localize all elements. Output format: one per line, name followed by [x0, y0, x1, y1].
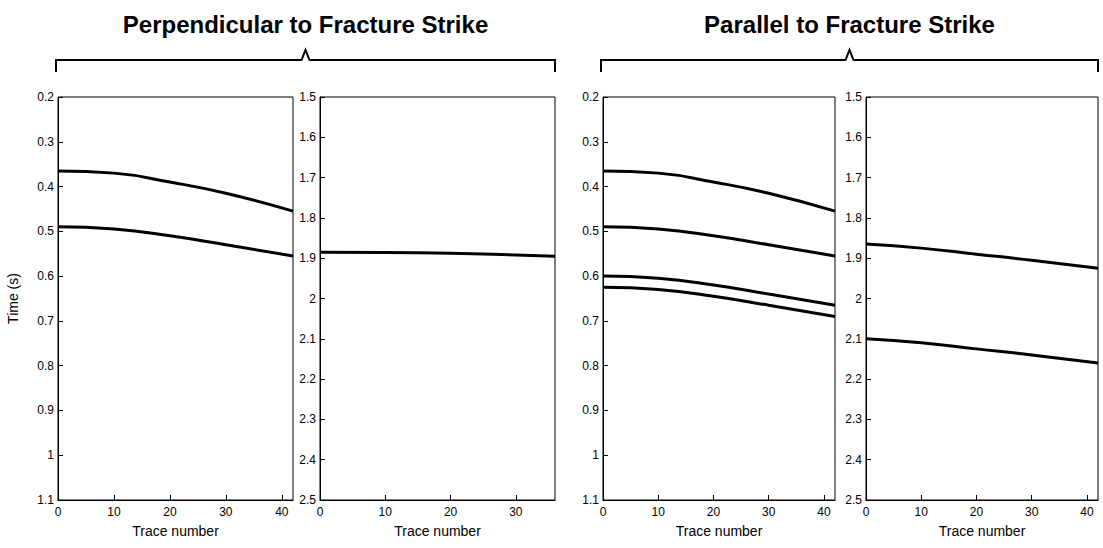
svg-text:1: 1	[592, 448, 599, 462]
svg-text:20: 20	[163, 505, 177, 519]
svg-text:0.6: 0.6	[582, 269, 599, 283]
svg-text:0.5: 0.5	[582, 224, 599, 238]
svg-text:0.8: 0.8	[582, 359, 599, 373]
svg-text:0.2: 0.2	[37, 90, 54, 104]
svg-text:0.7: 0.7	[582, 314, 599, 328]
svg-text:1.9: 1.9	[299, 251, 316, 265]
svg-text:2.1: 2.1	[845, 332, 862, 346]
svg-text:0.5: 0.5	[37, 224, 54, 238]
svg-text:0.8: 0.8	[37, 359, 54, 373]
svg-text:30: 30	[1025, 505, 1039, 519]
svg-text:1.5: 1.5	[845, 90, 862, 104]
svg-text:0.3: 0.3	[37, 135, 54, 149]
svg-text:40: 40	[1080, 505, 1094, 519]
svg-text:2.5: 2.5	[299, 493, 316, 507]
svg-text:10: 10	[107, 505, 121, 519]
svg-text:1.6: 1.6	[845, 130, 862, 144]
svg-text:2.2: 2.2	[845, 372, 862, 386]
svg-text:10: 10	[915, 505, 929, 519]
svg-text:40: 40	[817, 505, 831, 519]
svg-text:1.1: 1.1	[582, 493, 599, 507]
svg-text:10: 10	[652, 505, 666, 519]
svg-text:Trace number: Trace number	[939, 523, 1026, 539]
svg-text:0.3: 0.3	[582, 135, 599, 149]
svg-text:2: 2	[309, 292, 316, 306]
svg-text:1.8: 1.8	[845, 211, 862, 225]
svg-text:30: 30	[509, 505, 523, 519]
svg-text:Trace number: Trace number	[132, 523, 219, 539]
svg-text:0: 0	[55, 505, 62, 519]
svg-text:20: 20	[707, 505, 721, 519]
svg-text:1.7: 1.7	[845, 171, 862, 185]
svg-text:0.9: 0.9	[582, 403, 599, 417]
svg-text:10: 10	[379, 505, 393, 519]
svg-text:40: 40	[275, 505, 289, 519]
svg-text:1.9: 1.9	[845, 251, 862, 265]
svg-text:2.2: 2.2	[299, 372, 316, 386]
svg-text:2.3: 2.3	[845, 412, 862, 426]
svg-text:Perpendicular to Fracture Stri: Perpendicular to Fracture Strike	[123, 11, 488, 38]
svg-text:2.4: 2.4	[299, 453, 316, 467]
svg-text:0.6: 0.6	[37, 269, 54, 283]
svg-text:0.9: 0.9	[37, 403, 54, 417]
svg-text:1.5: 1.5	[299, 90, 316, 104]
svg-text:Time (s): Time (s)	[5, 273, 21, 324]
svg-text:1: 1	[47, 448, 54, 462]
svg-text:2.5: 2.5	[845, 493, 862, 507]
svg-text:1.6: 1.6	[299, 130, 316, 144]
svg-text:20: 20	[444, 505, 458, 519]
svg-text:1.7: 1.7	[299, 171, 316, 185]
svg-text:0.7: 0.7	[37, 314, 54, 328]
svg-text:2.4: 2.4	[845, 453, 862, 467]
svg-text:30: 30	[762, 505, 776, 519]
svg-text:2.1: 2.1	[299, 332, 316, 346]
svg-text:0.4: 0.4	[582, 180, 599, 194]
svg-text:2: 2	[855, 292, 862, 306]
svg-text:2.3: 2.3	[299, 412, 316, 426]
svg-text:20: 20	[970, 505, 984, 519]
svg-text:0.2: 0.2	[582, 90, 599, 104]
svg-text:0.4: 0.4	[37, 180, 54, 194]
svg-text:30: 30	[219, 505, 233, 519]
svg-text:Trace number: Trace number	[676, 523, 763, 539]
svg-text:1.1: 1.1	[37, 493, 54, 507]
svg-text:1.8: 1.8	[299, 211, 316, 225]
svg-text:Parallel to Fracture Strike: Parallel to Fracture Strike	[704, 11, 995, 38]
svg-text:0: 0	[317, 505, 324, 519]
svg-text:Trace number: Trace number	[394, 523, 481, 539]
svg-text:0: 0	[600, 505, 607, 519]
svg-text:0: 0	[863, 505, 870, 519]
